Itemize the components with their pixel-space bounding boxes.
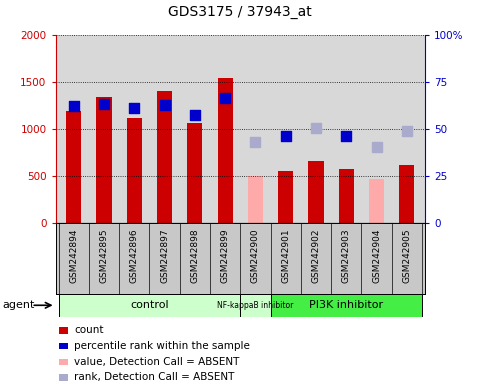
Bar: [309, 161, 324, 223]
Point: [312, 125, 320, 131]
Text: count: count: [74, 326, 103, 336]
Bar: [59, 327, 69, 334]
Point: [342, 133, 350, 139]
Point: [221, 95, 229, 101]
Text: GSM242895: GSM242895: [99, 228, 109, 283]
Text: GSM242899: GSM242899: [221, 228, 229, 283]
Text: agent: agent: [2, 300, 35, 310]
Text: rank, Detection Call = ABSENT: rank, Detection Call = ABSENT: [74, 372, 234, 382]
Bar: [248, 176, 263, 223]
Point: [161, 102, 169, 108]
Text: GSM242903: GSM242903: [342, 228, 351, 283]
Bar: [58, 294, 241, 317]
Text: GSM242901: GSM242901: [281, 228, 290, 283]
Bar: [66, 111, 81, 223]
Text: GSM242905: GSM242905: [402, 228, 412, 283]
Point: [373, 144, 381, 151]
Bar: [369, 179, 384, 223]
Text: GSM242902: GSM242902: [312, 228, 321, 283]
Text: GSM242896: GSM242896: [130, 228, 139, 283]
Point: [70, 103, 78, 109]
Text: control: control: [130, 300, 169, 310]
Bar: [97, 97, 112, 223]
Point: [282, 133, 290, 139]
Bar: [127, 118, 142, 223]
Text: GSM242894: GSM242894: [69, 228, 78, 283]
Point: [191, 113, 199, 119]
Text: GSM242898: GSM242898: [190, 228, 199, 283]
Text: value, Detection Call = ABSENT: value, Detection Call = ABSENT: [74, 357, 240, 367]
Text: percentile rank within the sample: percentile rank within the sample: [74, 341, 250, 351]
Bar: [59, 359, 69, 365]
Bar: [187, 123, 202, 223]
Bar: [59, 374, 69, 381]
Text: GSM242900: GSM242900: [251, 228, 260, 283]
Text: GDS3175 / 37943_at: GDS3175 / 37943_at: [169, 5, 312, 19]
Bar: [59, 343, 69, 349]
Bar: [157, 91, 172, 223]
Point: [100, 101, 108, 107]
Point: [252, 139, 259, 145]
Point: [403, 128, 411, 134]
Text: GSM242904: GSM242904: [372, 228, 381, 283]
Point: [130, 105, 138, 111]
Bar: [270, 294, 422, 317]
Text: GSM242897: GSM242897: [160, 228, 169, 283]
Bar: [339, 169, 354, 223]
Bar: [278, 170, 293, 223]
Text: NF-kappaB inhibitor: NF-kappaB inhibitor: [217, 301, 294, 310]
Bar: [217, 78, 233, 223]
Bar: [399, 165, 414, 223]
Text: PI3K inhibitor: PI3K inhibitor: [309, 300, 384, 310]
Bar: [241, 294, 270, 317]
